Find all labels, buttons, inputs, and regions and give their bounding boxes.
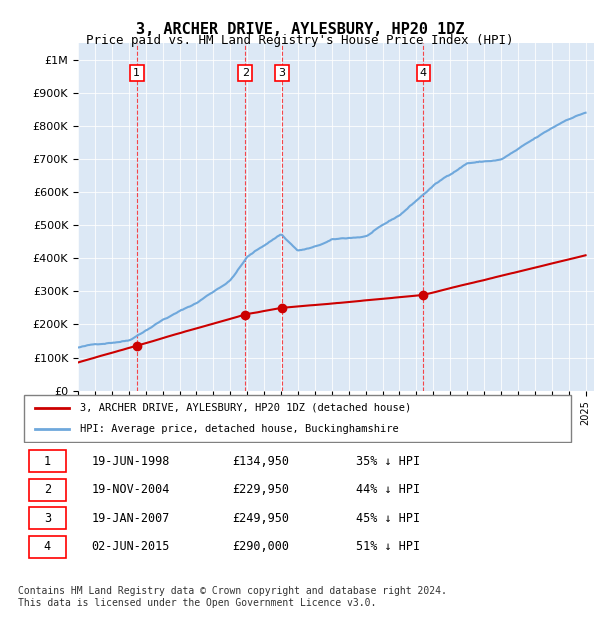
Text: £249,950: £249,950 (232, 512, 289, 525)
FancyBboxPatch shape (29, 479, 66, 501)
FancyBboxPatch shape (23, 395, 571, 442)
Text: 4: 4 (420, 68, 427, 78)
Text: 1: 1 (44, 455, 51, 467)
Text: 35% ↓ HPI: 35% ↓ HPI (356, 455, 421, 467)
Text: 3, ARCHER DRIVE, AYLESBURY, HP20 1DZ (detached house): 3, ARCHER DRIVE, AYLESBURY, HP20 1DZ (de… (80, 402, 411, 412)
Text: 44% ↓ HPI: 44% ↓ HPI (356, 484, 421, 496)
Text: HPI: Average price, detached house, Buckinghamshire: HPI: Average price, detached house, Buck… (80, 425, 399, 435)
Text: 45% ↓ HPI: 45% ↓ HPI (356, 512, 421, 525)
FancyBboxPatch shape (29, 536, 66, 558)
Text: 2: 2 (44, 484, 51, 496)
Text: £229,950: £229,950 (232, 484, 289, 496)
Text: 19-NOV-2004: 19-NOV-2004 (91, 484, 170, 496)
Text: Price paid vs. HM Land Registry's House Price Index (HPI): Price paid vs. HM Land Registry's House … (86, 34, 514, 47)
Text: 19-JAN-2007: 19-JAN-2007 (91, 512, 170, 525)
Text: £134,950: £134,950 (232, 455, 289, 467)
Text: 3, ARCHER DRIVE, AYLESBURY, HP20 1DZ: 3, ARCHER DRIVE, AYLESBURY, HP20 1DZ (136, 22, 464, 37)
Text: 3: 3 (44, 512, 51, 525)
FancyBboxPatch shape (29, 450, 66, 472)
FancyBboxPatch shape (29, 507, 66, 529)
Text: 02-JUN-2015: 02-JUN-2015 (91, 541, 170, 553)
Text: 2: 2 (242, 68, 249, 78)
Text: 3: 3 (278, 68, 286, 78)
Text: 1: 1 (133, 68, 140, 78)
Text: 51% ↓ HPI: 51% ↓ HPI (356, 541, 421, 553)
Text: Contains HM Land Registry data © Crown copyright and database right 2024.
This d: Contains HM Land Registry data © Crown c… (18, 586, 447, 608)
Text: 19-JUN-1998: 19-JUN-1998 (91, 455, 170, 467)
Text: 4: 4 (44, 541, 51, 553)
Text: £290,000: £290,000 (232, 541, 289, 553)
